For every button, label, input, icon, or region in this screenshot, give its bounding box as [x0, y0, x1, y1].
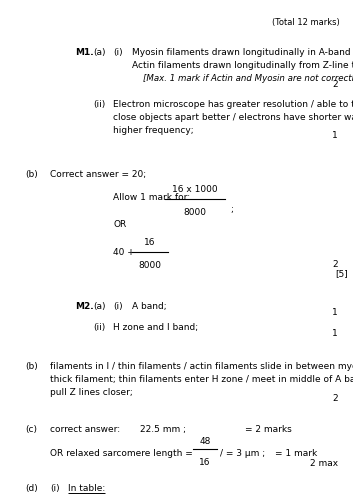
Text: In table:: In table:: [68, 484, 105, 493]
Text: (a): (a): [93, 48, 106, 57]
Text: / = 3 μm ;: / = 3 μm ;: [220, 449, 265, 458]
Text: pull Z lines closer;: pull Z lines closer;: [50, 388, 133, 397]
Text: M1.: M1.: [75, 48, 94, 57]
Text: (i): (i): [50, 484, 60, 493]
Text: (b): (b): [25, 362, 38, 371]
Text: = 2 marks: = 2 marks: [245, 425, 292, 434]
Text: (c): (c): [25, 425, 37, 434]
Text: H zone and I band;: H zone and I band;: [113, 323, 198, 332]
Text: (ii): (ii): [93, 323, 105, 332]
Text: 1: 1: [332, 131, 338, 140]
Text: (i): (i): [113, 302, 122, 311]
Text: 2: 2: [333, 394, 338, 403]
Text: 16: 16: [199, 458, 211, 467]
Text: (b): (b): [25, 170, 38, 179]
Text: (d): (d): [25, 484, 38, 493]
Text: 2: 2: [333, 80, 338, 89]
Text: close objects apart better / electrons have shorter wavelength /: close objects apart better / electrons h…: [113, 113, 353, 122]
Text: OR: OR: [113, 220, 126, 229]
Text: 48: 48: [199, 437, 211, 446]
Text: correct answer:: correct answer:: [50, 425, 120, 434]
Text: 22.5 mm ;: 22.5 mm ;: [140, 425, 186, 434]
Text: 40 +: 40 +: [113, 248, 135, 257]
Text: filaments in I / thin filaments / actin filaments slide in between myosin /: filaments in I / thin filaments / actin …: [50, 362, 353, 371]
Text: Myosin filaments drawn longitudinally in A-band region;: Myosin filaments drawn longitudinally in…: [132, 48, 353, 57]
Text: thick filament; thin filaments enter H zone / meet in middle of A band /: thick filament; thin filaments enter H z…: [50, 375, 353, 384]
Text: [Max. 1 mark if Actin and Myosin are not correctly labelled]: [Max. 1 mark if Actin and Myosin are not…: [143, 74, 353, 83]
Text: A band;: A band;: [132, 302, 167, 311]
Text: 2 max: 2 max: [310, 459, 338, 468]
Text: [5]: [5]: [335, 269, 348, 278]
Text: (Total 12 marks): (Total 12 marks): [272, 18, 340, 27]
Text: ;: ;: [230, 205, 233, 214]
Text: higher frequency;: higher frequency;: [113, 126, 194, 135]
Text: 16: 16: [144, 238, 156, 247]
Text: 1: 1: [332, 308, 338, 317]
Text: M2.: M2.: [75, 302, 94, 311]
Text: (ii): (ii): [93, 100, 105, 109]
Text: OR relaxed sarcomere length =: OR relaxed sarcomere length =: [50, 449, 193, 458]
Text: (a): (a): [93, 302, 106, 311]
Text: 1: 1: [332, 329, 338, 338]
Text: Electron microscope has greater resolution / able to tell two: Electron microscope has greater resoluti…: [113, 100, 353, 109]
Text: 2: 2: [333, 260, 338, 269]
Text: Correct answer = 20;: Correct answer = 20;: [50, 170, 146, 179]
Text: 16 x 1000: 16 x 1000: [172, 185, 218, 194]
Text: 8000: 8000: [184, 208, 207, 217]
Text: 8000: 8000: [138, 261, 162, 270]
Text: Actin filaments drawn longitudinally from Z-line to edge of H-zone;: Actin filaments drawn longitudinally fro…: [132, 61, 353, 70]
Text: Allow 1 mark for:: Allow 1 mark for:: [113, 193, 190, 202]
Text: (i): (i): [113, 48, 122, 57]
Text: = 1 mark: = 1 mark: [275, 449, 317, 458]
